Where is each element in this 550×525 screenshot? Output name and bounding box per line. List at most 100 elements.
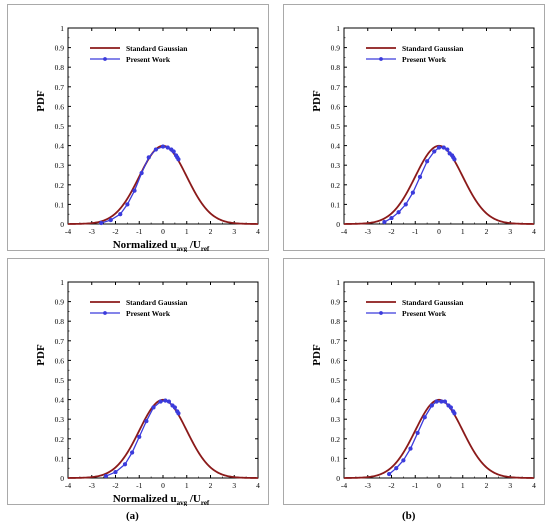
present-work-point <box>415 430 420 436</box>
gaussian-line <box>344 398 534 479</box>
y-tick-label: 0.2 <box>55 435 65 444</box>
chart-panel-4b: 0 0.1 0.2 0.3 0.4 0.5 0.6 0.7 0.8 0.9 1 -4 -3 -2 -1 0 1 2… <box>283 258 545 505</box>
present-work-point <box>429 403 435 408</box>
present-work-point <box>139 170 144 176</box>
y-tick-label: 0.4 <box>331 142 341 151</box>
y-tick-label: 0.3 <box>55 415 65 424</box>
y-tick-label: 0.3 <box>55 161 65 170</box>
present-work-line <box>388 400 455 475</box>
x-axis-label: Normalized uavg /Uref <box>113 239 210 252</box>
present-work-point <box>394 466 399 471</box>
present-work-point <box>163 398 168 403</box>
present-work-point <box>165 145 170 150</box>
y-tick-label: 1 <box>60 278 64 287</box>
caption-a: (a) <box>126 510 139 522</box>
y-tick-label: 0.2 <box>331 181 341 190</box>
present-work-point <box>108 217 113 223</box>
present-work-point <box>422 415 427 420</box>
chart-panel-4a: 0 0.1 0.2 0.3 0.4 0.5 0.6 0.7 0.8 0.9 1 -4 -3 -2 -1 0 1 2… <box>7 258 269 506</box>
legend-present-label: Present Work <box>126 309 171 318</box>
present-work-point <box>113 469 118 475</box>
y-tick-label: 0.5 <box>331 376 341 385</box>
present-work-point <box>382 219 387 225</box>
y-tick-label: 0.2 <box>55 181 65 190</box>
present-work-point <box>99 220 104 226</box>
y-tick-label: 0.7 <box>331 83 341 92</box>
x-tick-label: 4 <box>256 481 260 490</box>
legend-present-label: Present Work <box>402 55 447 64</box>
x-tick-label: -1 <box>136 227 142 236</box>
present-work-point <box>125 202 130 207</box>
present-work-point <box>408 446 413 451</box>
legend-gaussian-label: Standard Gaussian <box>126 298 188 307</box>
x-tick-label: 4 <box>532 227 536 236</box>
y-tick-label: 1 <box>336 278 340 287</box>
present-work-point <box>441 145 446 150</box>
present-work-point <box>137 434 142 439</box>
present-work-point <box>432 149 437 154</box>
present-work-point <box>129 450 135 455</box>
chart-svg: 0 0.1 0.2 0.3 0.4 0.5 0.6 0.7 0.8 0.9 1 -4 -3 -2 -1 0 1 2… <box>311 24 536 236</box>
y-tick-label: 0.1 <box>331 454 341 463</box>
present-work-point <box>160 144 166 149</box>
present-work-point <box>424 159 430 164</box>
present-work-point <box>386 471 392 477</box>
present-work-point <box>434 399 439 404</box>
chart-panel-3a: 0 0.1 0.2 0.3 0.4 0.5 0.6 0.7 0.8 0.9 1 -4 -3 -2 -1 0 1 2… <box>7 4 269 252</box>
x-tick-label: 0 <box>161 227 165 236</box>
y-tick-label: 0.9 <box>55 44 65 53</box>
present-work-point <box>122 462 128 467</box>
x-tick-label: -1 <box>412 481 418 490</box>
y-tick-label: 0.2 <box>331 435 341 444</box>
legend-present-marker <box>379 311 383 315</box>
x-tick-label: -2 <box>112 227 118 236</box>
y-tick-label: 0.8 <box>55 63 65 72</box>
gaussian-line <box>68 398 258 479</box>
present-work-point <box>158 399 163 404</box>
legend-gaussian-label: Standard Gaussian <box>402 44 464 53</box>
present-work-point <box>144 419 149 424</box>
x-tick-label: 1 <box>185 227 189 236</box>
present-work-point <box>151 405 156 410</box>
present-work-point <box>417 174 423 180</box>
x-tick-label: 2 <box>485 227 489 236</box>
legend-present-marker <box>103 311 107 315</box>
legend-gaussian-label: Standard Gaussian <box>402 298 464 307</box>
x-tick-label: -4 <box>65 481 71 490</box>
legend-present-label: Present Work <box>126 55 171 64</box>
x-tick-label: 2 <box>485 481 489 490</box>
y-tick-label: 0.9 <box>55 298 65 307</box>
present-work-point <box>452 157 457 162</box>
present-work-point <box>103 473 109 479</box>
y-tick-label: 0 <box>60 220 64 229</box>
gaussian-line <box>344 144 534 225</box>
x-tick-label: 4 <box>256 227 260 236</box>
present-work-point <box>445 147 450 152</box>
y-axis-label: PDF <box>35 344 47 366</box>
present-work-point <box>452 411 457 416</box>
legend-present-label: Present Work <box>402 309 447 318</box>
x-tick-label: -4 <box>65 227 71 236</box>
x-tick-label: 3 <box>508 481 512 490</box>
x-tick-label: 0 <box>437 481 441 490</box>
x-tick-label: -2 <box>388 227 394 236</box>
chart-svg: 0 0.1 0.2 0.3 0.4 0.5 0.6 0.7 0.8 0.9 1 -4 -3 -2 -1 0 1 2… <box>35 278 260 506</box>
y-tick-label: 0 <box>60 474 64 483</box>
x-tick-label: -1 <box>412 227 418 236</box>
x-axis-label: Normalized uavg /Uref <box>113 493 210 506</box>
legend-present-marker <box>103 57 107 61</box>
x-tick-label: 3 <box>508 227 512 236</box>
y-axis-label: PDF <box>311 90 323 112</box>
y-tick-label: 0.4 <box>55 142 65 151</box>
y-tick-label: 0.7 <box>331 337 341 346</box>
y-tick-label: 0 <box>336 220 340 229</box>
present-work-point <box>410 190 416 195</box>
x-tick-label: -3 <box>365 227 371 236</box>
present-work-point <box>389 215 394 221</box>
y-tick-label: 0.3 <box>331 415 341 424</box>
y-tick-label: 0.6 <box>55 102 65 111</box>
x-tick-label: 1 <box>461 227 465 236</box>
x-tick-label: 4 <box>532 481 536 490</box>
y-tick-label: 0.1 <box>55 200 65 209</box>
x-tick-label: 0 <box>437 227 441 236</box>
